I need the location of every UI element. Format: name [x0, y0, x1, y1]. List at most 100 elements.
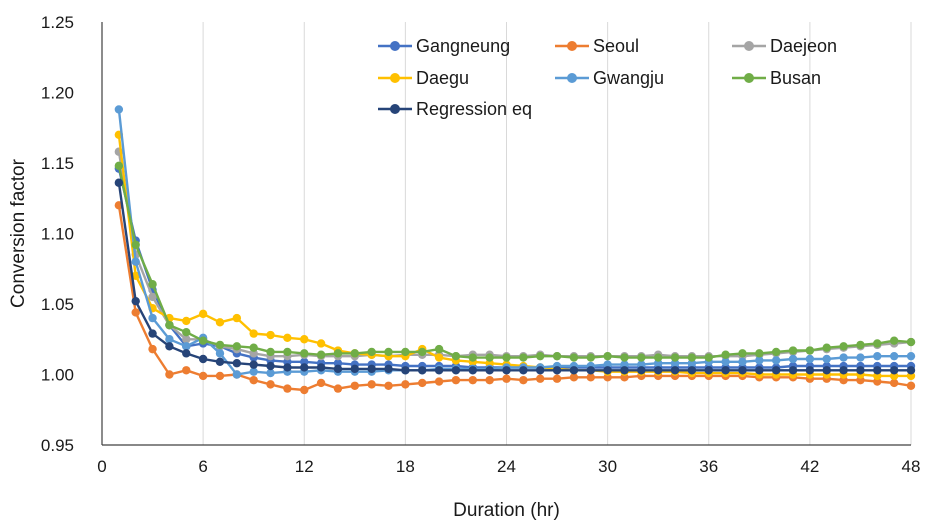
- data-point-busan: [822, 343, 831, 352]
- data-point-gwangju: [856, 353, 865, 362]
- legend-marker: [567, 73, 577, 83]
- data-point-seoul: [165, 370, 174, 379]
- data-point-busan: [266, 347, 275, 357]
- legend-item-daegu: Daegu: [378, 68, 469, 88]
- series-line-gangneung: [117, 168, 911, 369]
- data-point-busan: [519, 353, 528, 362]
- data-point-gwangju: [721, 357, 730, 367]
- data-point-regression-eq: [485, 366, 494, 375]
- data-point-busan: [856, 340, 865, 350]
- data-point-busan: [316, 350, 326, 359]
- data-point-seoul: [569, 373, 579, 382]
- data-point-busan: [198, 336, 208, 345]
- legend-item-gwangju: Gwangju: [555, 68, 664, 88]
- data-point-busan: [620, 353, 629, 362]
- data-point-regression-eq: [805, 366, 815, 375]
- y-tick-label: 0.95: [41, 436, 74, 455]
- data-point-seoul: [889, 378, 899, 388]
- data-point-regression-eq: [603, 366, 612, 375]
- data-point-busan: [249, 343, 258, 352]
- data-point-daegu: [300, 335, 309, 344]
- x-tick-label: 42: [800, 457, 819, 476]
- data-point-gwangju: [165, 335, 174, 344]
- data-point-regression-eq: [637, 366, 646, 375]
- data-point-seoul: [182, 366, 191, 375]
- data-point-regression-eq: [653, 366, 663, 375]
- x-tick-label: 0: [97, 457, 106, 476]
- legend-label: Regression eq: [416, 99, 532, 119]
- data-point-regression-eq: [738, 366, 747, 375]
- data-point-regression-eq: [148, 329, 157, 338]
- data-point-busan: [300, 349, 309, 358]
- data-point-regression-eq: [283, 363, 292, 372]
- data-point-seoul: [316, 378, 326, 388]
- data-point-seoul: [148, 344, 157, 354]
- data-point-seoul: [198, 371, 208, 381]
- data-point-regression-eq: [401, 366, 410, 375]
- data-point-seoul: [906, 381, 916, 390]
- data-point-regression-eq: [889, 366, 899, 375]
- legend-marker: [390, 104, 400, 114]
- data-point-busan: [889, 336, 899, 345]
- data-point-busan: [418, 347, 427, 357]
- series-line-busan: [117, 165, 912, 359]
- data-point-seoul: [350, 381, 360, 390]
- data-point-daegu: [182, 316, 191, 326]
- data-point-regression-eq: [620, 366, 629, 375]
- data-point-busan: [215, 340, 225, 350]
- x-tick-label: 18: [396, 457, 415, 476]
- data-point-gwangju: [215, 349, 225, 358]
- data-point-busan: [468, 353, 477, 362]
- legend-item-daejeon: Daejeon: [732, 36, 837, 56]
- data-point-regression-eq: [215, 357, 225, 367]
- data-point-regression-eq: [350, 364, 360, 374]
- data-point-gwangju: [249, 367, 258, 376]
- data-point-gwangju: [755, 356, 764, 365]
- data-point-seoul: [384, 381, 393, 390]
- data-point-seoul: [283, 384, 292, 393]
- data-point-seoul: [485, 375, 494, 385]
- series-line-daejeon: [117, 151, 912, 358]
- data-point-busan: [603, 351, 612, 361]
- data-point-regression-eq: [519, 366, 528, 375]
- x-tick-label: 48: [902, 457, 921, 476]
- series-daejeon: [114, 147, 916, 361]
- series-gwangju: [114, 105, 916, 379]
- data-point-busan: [805, 346, 815, 355]
- data-point-regression-eq: [502, 366, 511, 375]
- data-point-regression-eq: [384, 364, 393, 374]
- data-point-busan: [350, 349, 360, 358]
- x-tick-label: 24: [497, 457, 516, 476]
- grid-lines: [202, 22, 912, 445]
- data-point-busan: [755, 349, 764, 358]
- data-point-daejeon: [182, 335, 191, 344]
- data-point-daegu: [198, 309, 208, 319]
- data-point-busan: [906, 337, 916, 347]
- data-point-gwangju: [839, 353, 848, 362]
- legend-marker: [744, 41, 754, 51]
- legend-label: Daejeon: [770, 36, 837, 56]
- data-point-regression-eq: [266, 361, 275, 371]
- data-point-busan: [367, 347, 376, 357]
- data-point-busan: [232, 342, 242, 351]
- legend: Gangneung Seoul Daejeon Daegu Gwangju Busan Re…: [378, 36, 837, 119]
- data-point-daegu: [249, 329, 258, 338]
- data-point-seoul: [468, 375, 477, 385]
- data-point-regression-eq: [434, 366, 444, 375]
- data-point-seoul: [300, 385, 309, 395]
- y-axis-label: Conversion factor: [8, 158, 29, 308]
- data-point-regression-eq: [552, 366, 562, 375]
- data-point-busan: [485, 353, 494, 362]
- legend-item-gangneung: Gangneung: [378, 36, 510, 56]
- data-point-gwangju: [114, 105, 124, 114]
- data-point-gwangju: [131, 257, 140, 266]
- data-point-regression-eq: [788, 366, 798, 375]
- data-point-busan: [165, 320, 174, 330]
- y-tick-label: 1.15: [41, 154, 74, 173]
- data-point-regression-eq: [822, 366, 831, 375]
- y-tick-label: 1.20: [41, 84, 74, 103]
- x-tick-label: 6: [198, 457, 207, 476]
- data-point-regression-eq: [586, 366, 595, 375]
- data-point-busan: [873, 339, 882, 348]
- data-point-seoul: [249, 375, 258, 385]
